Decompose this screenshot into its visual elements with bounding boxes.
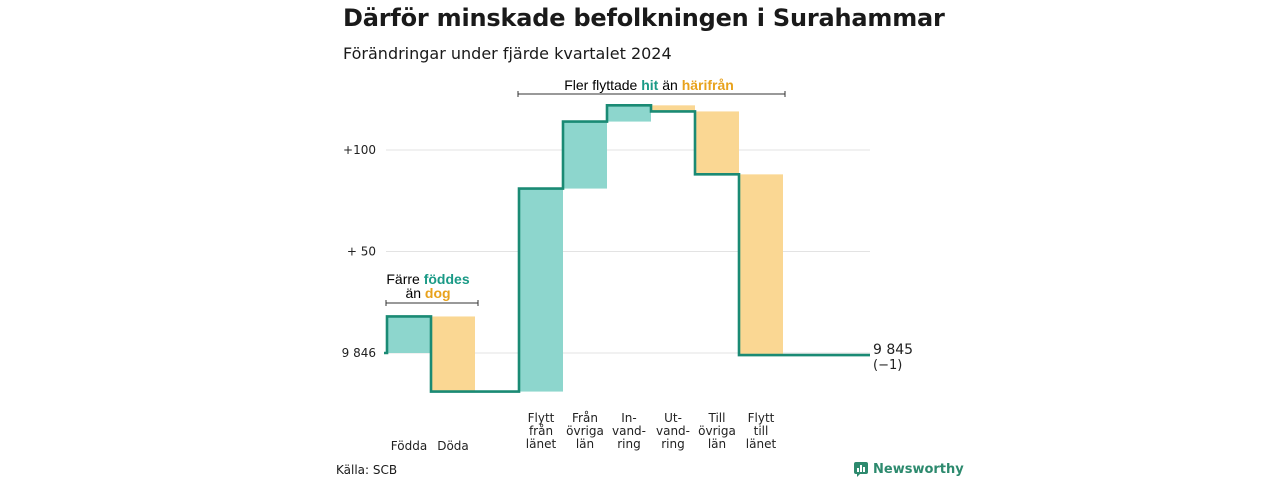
chart-title: Därför minskade befolkningen i Surahamma…	[343, 4, 945, 32]
end-change-label: (−1)	[873, 358, 902, 373]
bar-4	[563, 121, 607, 189]
category-label-line: Från	[572, 411, 598, 425]
category-label-line: Döda	[437, 439, 469, 453]
category-label: Döda	[437, 439, 469, 453]
y-tick-label: +100	[343, 143, 376, 157]
category-label-line: In-	[621, 411, 636, 425]
category-label: Från övriga län	[566, 411, 604, 451]
births-annotation-text1: Färre	[386, 271, 420, 287]
category-label-line: ring	[661, 437, 685, 451]
births-annotation-line2: än dog	[405, 285, 450, 301]
bar-layer	[387, 105, 783, 392]
migration-annotation-text2: än	[662, 77, 678, 93]
category-label: Flytt från länet	[526, 411, 557, 451]
brand-logo: Newsworthy	[853, 461, 964, 477]
category-label-line: övriga	[566, 424, 604, 438]
births-annotation-text2: än	[405, 285, 421, 301]
line-layer	[384, 104, 870, 393]
annotation-layer: Färre föddes än dog Fler flyttade hit än…	[385, 77, 786, 306]
bar-8	[739, 174, 783, 356]
category-label: Ut-vand-ring	[656, 411, 690, 451]
category-label-line: Födda	[391, 439, 427, 453]
bar-1	[387, 316, 431, 353]
migration-annotation-hl2: härifrån	[682, 77, 734, 93]
migration-annotation: Fler flyttade hit än härifrån	[564, 77, 734, 93]
category-label-line: ring	[617, 437, 641, 451]
bar-3	[519, 188, 563, 392]
chart-subtitle: Förändringar under fjärde kvartalet 2024	[343, 44, 672, 63]
category-label: Födda	[391, 439, 427, 453]
category-label-line: Ut-	[664, 411, 682, 425]
bar-7	[695, 111, 739, 175]
category-label-line: Flytt	[748, 411, 775, 425]
category-label-line: till	[754, 424, 769, 438]
category-label-line: Till	[708, 411, 726, 425]
end-value-label: 9 845	[873, 342, 913, 358]
category-label-line: län	[576, 437, 594, 451]
source-note: Källa: SCB	[336, 463, 398, 477]
bar-6	[651, 105, 695, 112]
category-label: In-vand-ring	[612, 411, 646, 451]
category-label-line: län	[708, 437, 726, 451]
newsworthy-logo-icon	[854, 462, 868, 477]
category-label-line: länet	[526, 437, 557, 451]
y-tick-label: 9 846	[342, 346, 376, 360]
y-tick-label: + 50	[347, 245, 376, 259]
category-label-line: vand-	[612, 424, 646, 438]
category-label: Till övriga län	[698, 411, 736, 451]
brand-name: Newsworthy	[873, 461, 964, 477]
category-label-line: övriga	[698, 424, 736, 438]
category-label: Flytt till länet	[746, 411, 777, 451]
migration-annotation-hl1: hit	[641, 77, 658, 93]
category-label-line: från	[529, 424, 553, 438]
births-annotation-line1: Färre föddes	[386, 271, 469, 287]
category-label-line: länet	[746, 437, 777, 451]
births-annotation-hl1: föddes	[424, 271, 470, 287]
births-annotation-hl2: dog	[425, 285, 451, 301]
category-label-line: vand-	[656, 424, 690, 438]
running-total-line	[384, 104, 870, 393]
category-label-line: Flytt	[528, 411, 555, 425]
bar-5	[607, 105, 651, 122]
bar-2	[431, 316, 475, 392]
migration-annotation-text1: Fler flyttade	[564, 77, 637, 93]
